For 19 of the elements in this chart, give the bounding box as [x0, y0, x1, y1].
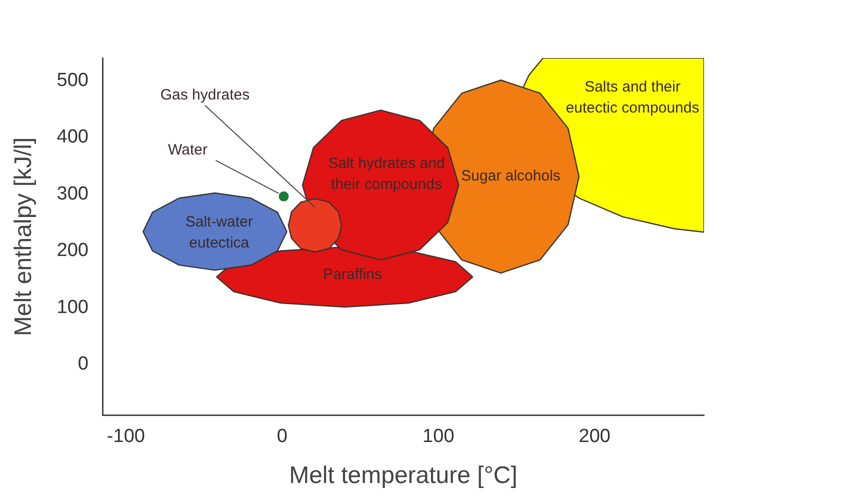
series-label: Salts and their eutectic compounds: [566, 78, 700, 117]
y-tick-label: 100: [56, 296, 88, 318]
x-tick-label: 100: [422, 426, 454, 448]
y-tick-label: 500: [56, 70, 88, 91]
text: Water: [168, 142, 208, 159]
y-tick-label: 400: [56, 126, 88, 148]
y-tick-label: 0: [78, 354, 88, 375]
series-label: Salt hydrates and their compounds: [328, 154, 445, 193]
y-axis-title: Melt enthalpy [kJ/l]: [10, 137, 38, 336]
x-tick-label: 200: [578, 426, 610, 448]
series-label: Salt-water eutectica: [185, 214, 253, 252]
series-label: Sugar alcohols: [461, 167, 560, 184]
x-axis-title: Melt temperature [°C]: [289, 462, 518, 490]
x-tick-label: 0: [276, 426, 288, 448]
x-tick-label: -100: [106, 426, 145, 448]
text: Gas hydrates: [160, 86, 250, 104]
series-label: Paraffins: [323, 266, 382, 284]
y-tick-label: 300: [56, 183, 88, 204]
y-tick-label: 200: [56, 240, 88, 262]
